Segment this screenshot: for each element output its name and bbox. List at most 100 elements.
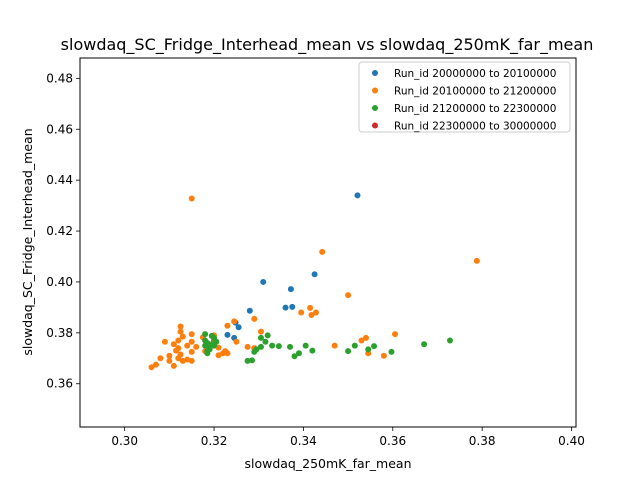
- data-point-s1-18: [362, 334, 369, 341]
- data-point-s1-22: [358, 337, 365, 344]
- data-point-s2-26: [365, 346, 372, 353]
- data-point-s1-13: [188, 331, 195, 338]
- y-tick-label-1: 0.38: [46, 326, 73, 340]
- data-point-s1-47: [157, 355, 164, 362]
- data-point-s1-33: [244, 343, 251, 350]
- data-point-s0-2: [260, 278, 267, 285]
- data-point-s2-9: [262, 338, 269, 345]
- data-point-s1-14: [257, 328, 264, 335]
- data-point-s1-42: [224, 350, 231, 357]
- data-point-s1-23: [161, 338, 168, 345]
- data-point-s2-8: [446, 337, 453, 344]
- y-tick-label-4: 0.44: [46, 173, 73, 187]
- x-tick-label-3: 0.36: [379, 434, 406, 448]
- data-point-s1-11: [224, 322, 231, 329]
- data-point-s1-50: [152, 361, 159, 368]
- data-point-s1-53: [148, 364, 155, 371]
- data-point-s1-12: [177, 328, 184, 335]
- data-point-s1-36: [188, 348, 195, 355]
- data-point-s1-10: [177, 323, 184, 330]
- data-point-s2-23: [257, 343, 264, 350]
- y-tick-label-3: 0.42: [46, 224, 73, 238]
- data-point-s2-24: [309, 347, 316, 354]
- y-tick-label-5: 0.46: [46, 122, 73, 136]
- legend-label-2: Run_id 21200000 to 22300000: [394, 103, 556, 115]
- legend-label-0: Run_id 20000000 to 20100000: [394, 68, 556, 80]
- data-point-s0-1: [311, 271, 318, 278]
- data-point-s1-6: [312, 309, 319, 316]
- data-point-s1-15: [392, 331, 399, 338]
- data-point-s1-1: [319, 248, 326, 255]
- x-tick-label-2: 0.34: [290, 434, 317, 448]
- legend-label-1: Run_id 20100000 to 21200000: [394, 86, 556, 98]
- data-point-s0-9: [224, 331, 231, 338]
- x-axis-ticks: 0.30 0.32 0.34 0.36 0.38 0.40: [111, 427, 585, 448]
- data-point-s1-46: [380, 352, 387, 359]
- data-point-s0-3: [287, 286, 294, 293]
- data-point-s2-28: [204, 350, 211, 357]
- data-point-s2-16: [421, 341, 428, 348]
- data-point-s2-13: [269, 342, 276, 349]
- data-point-s2-19: [371, 343, 378, 350]
- data-point-s1-7: [308, 312, 315, 319]
- data-point-s2-3: [264, 332, 271, 339]
- data-point-s1-48: [188, 357, 195, 364]
- data-point-s2-34: [208, 341, 215, 348]
- x-axis-label: slowdaq_250mK_far_mean: [244, 456, 411, 471]
- data-point-s1-43: [215, 352, 222, 359]
- x-tick-label-4: 0.38: [469, 434, 496, 448]
- legend-marker-3: [372, 122, 378, 129]
- y-tick-label-6: 0.48: [46, 71, 73, 85]
- x-tick-label-5: 0.40: [558, 434, 585, 448]
- data-point-s1-30: [193, 343, 200, 350]
- data-point-s1-44: [175, 355, 182, 362]
- data-point-s2-25: [345, 348, 352, 355]
- data-point-s2-18: [351, 342, 358, 349]
- data-point-s2-4: [257, 334, 264, 341]
- legend-marker-1: [372, 87, 378, 94]
- data-point-s2-0: [202, 331, 209, 338]
- data-points: [148, 192, 480, 371]
- data-point-s0-0: [354, 192, 361, 199]
- data-point-s1-24: [170, 341, 177, 348]
- data-point-s2-27: [388, 348, 395, 355]
- data-point-s1-3: [345, 292, 352, 299]
- data-point-s1-8: [251, 315, 258, 322]
- data-point-s1-25: [184, 342, 191, 349]
- legend-label-3: Run_id 22300000 to 30000000: [394, 121, 556, 133]
- data-point-s2-33: [249, 357, 256, 364]
- data-point-s1-20: [188, 338, 195, 345]
- legend-marker-0: [372, 70, 378, 76]
- data-point-s2-31: [251, 348, 258, 355]
- x-tick-label-1: 0.32: [201, 434, 228, 448]
- data-point-s1-32: [215, 344, 222, 351]
- data-point-s2-14: [275, 343, 282, 350]
- data-point-s0-8: [235, 324, 242, 331]
- data-point-s1-41: [166, 352, 173, 359]
- data-point-s1-49: [179, 357, 186, 364]
- data-point-s1-52: [170, 362, 177, 369]
- legend-marker-2: [372, 105, 378, 111]
- data-point-s1-51: [166, 357, 173, 364]
- legend-box: [358, 61, 571, 133]
- data-point-s2-32: [244, 357, 251, 364]
- legend: Run_id 20000000 to 20100000 Run_id 201000…: [358, 61, 571, 133]
- data-point-s1-35: [173, 347, 180, 354]
- data-point-s1-19: [175, 337, 182, 344]
- y-axis-ticks: 0.36 0.38 0.40 0.42 0.44 0.46 0.48: [46, 71, 80, 391]
- data-point-s0-6: [246, 307, 253, 314]
- data-point-s1-4: [307, 304, 314, 311]
- data-point-s1-27: [233, 338, 240, 345]
- data-point-s2-29: [295, 350, 302, 357]
- data-point-s1-16: [179, 333, 186, 340]
- data-point-s2-30: [291, 353, 298, 360]
- data-point-s2-17: [302, 342, 309, 349]
- x-tick-label-0: 0.30: [111, 434, 138, 448]
- y-tick-label-2: 0.40: [46, 275, 73, 289]
- data-point-s1-2: [473, 257, 480, 264]
- y-axis-label: slowdaq_SC_Fridge_Interhead_mean: [20, 128, 35, 355]
- data-point-s0-4: [289, 303, 296, 310]
- chart-title: slowdaq_SC_Fridge_Interhead_mean vs slow…: [61, 35, 594, 55]
- y-tick-label-0: 0.36: [46, 377, 73, 391]
